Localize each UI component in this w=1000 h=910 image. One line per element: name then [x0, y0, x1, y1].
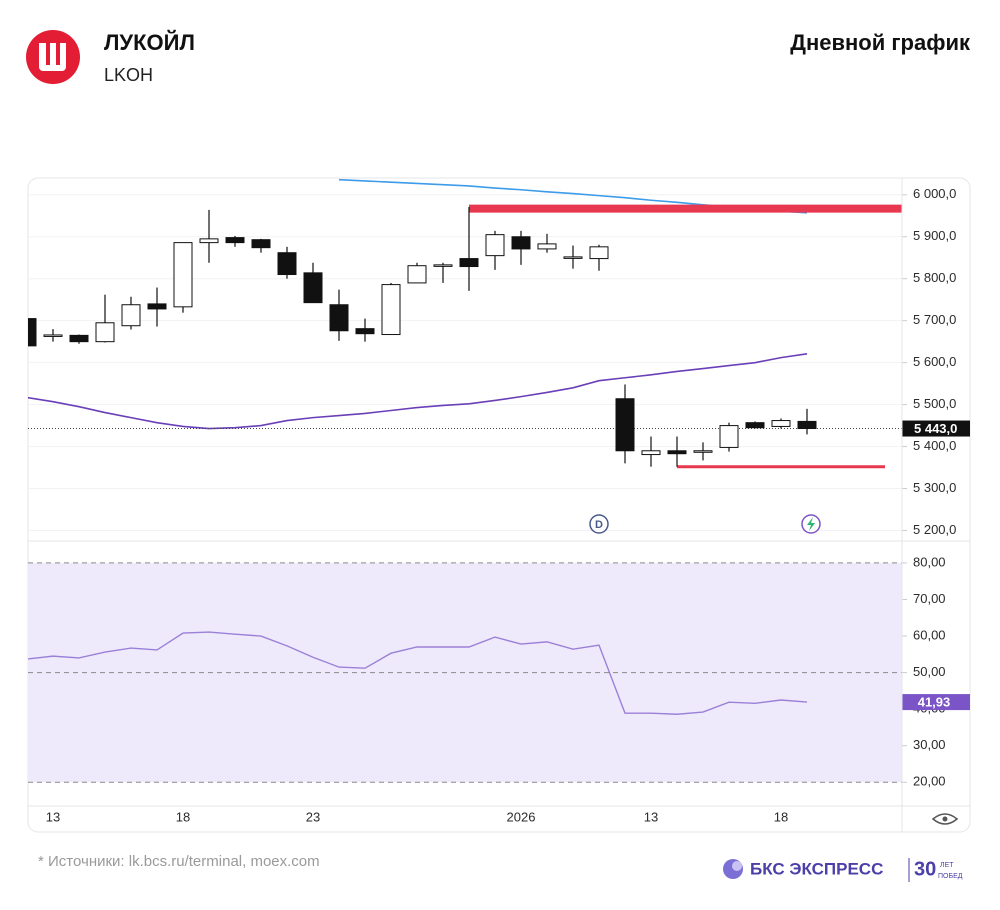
y-tick-label: 20,00	[913, 774, 946, 789]
plot-area: D	[28, 178, 902, 783]
source-note: * Источники: lk.bcs.ru/terminal, moex.co…	[38, 853, 320, 870]
candle-body	[771, 420, 791, 427]
candle-body	[745, 422, 765, 429]
y-tick-label: 6 000,0	[913, 186, 956, 201]
backgrounds	[28, 194, 902, 783]
last-price-label: 5 443,0	[914, 421, 957, 436]
axes: 6 000,0 5 900,0 5 800,0 5 700,0 5 600,0 5 500…	[46, 186, 970, 824]
x-tick-label: 13	[46, 809, 60, 824]
y-tick-label: 5 700,0	[913, 312, 956, 327]
badge-top: ЛЕТ	[940, 862, 954, 869]
rsi-value-badge	[902, 694, 970, 711]
candle-body	[355, 328, 375, 335]
dividend-event	[589, 514, 609, 534]
moving-average	[28, 353, 808, 430]
x-tick-label: 2026	[507, 809, 536, 824]
y-tick-label: 5 400,0	[913, 438, 956, 453]
candle-body	[69, 334, 89, 343]
ticker: LKOH	[104, 65, 153, 85]
y-tick-label: 60,00	[913, 627, 946, 642]
candle-body	[173, 242, 193, 308]
candle-body	[719, 425, 739, 448]
y-tick-label: 70,00	[913, 591, 946, 606]
y-tick-label: 5 600,0	[913, 354, 956, 369]
candle-body	[329, 304, 349, 332]
period-title: Дневной график	[790, 30, 971, 55]
y-tick-label: 30,00	[913, 737, 946, 752]
y-tick-label: 5 200,0	[913, 522, 956, 537]
brand-logo	[723, 859, 743, 879]
candle-body	[407, 265, 427, 284]
candle-body	[589, 246, 609, 260]
logo	[26, 30, 80, 84]
candle-body	[147, 303, 167, 310]
candle-body	[615, 398, 635, 452]
candle-body	[563, 256, 583, 259]
candle-body	[277, 252, 297, 276]
candle-body	[641, 450, 661, 456]
company-name: ЛУКОЙЛ	[104, 30, 195, 55]
candle-body	[797, 420, 817, 430]
candle-body	[693, 450, 713, 453]
last-price-badge	[902, 420, 970, 437]
candle-body	[433, 264, 453, 267]
rsi-value-label: 41,93	[918, 695, 951, 710]
x-tick-label: 18	[176, 809, 190, 824]
candle-body	[667, 450, 687, 455]
y-tick-label: 5 300,0	[913, 480, 956, 495]
candle-body	[199, 238, 219, 244]
candle-body	[225, 237, 245, 244]
y-tick-label: 5 900,0	[913, 228, 956, 243]
candle-body	[251, 239, 271, 249]
y-tick-label: 50,00	[913, 664, 946, 679]
visibility-toggle[interactable]	[931, 813, 959, 825]
candle-body	[121, 304, 141, 327]
x-tick-label: 23	[306, 809, 320, 824]
badge-bottom: ПОБЕД	[938, 873, 963, 880]
x-tick-label: 18	[774, 809, 788, 824]
event-label: D	[595, 519, 603, 531]
candle-body	[459, 258, 479, 268]
candle-body	[95, 322, 115, 343]
lightning-event	[801, 514, 821, 534]
rsi-line	[28, 631, 808, 715]
brand: БКС ЭКСПРЕСС	[750, 859, 883, 878]
y-tick-label: 5 800,0	[913, 270, 956, 285]
candle-body	[485, 234, 505, 257]
y-tick-label: 80,00	[913, 554, 946, 569]
y-tick-label: 5 500,0	[913, 396, 956, 411]
x-tick-label: 13	[644, 809, 658, 824]
candle-body	[511, 236, 531, 250]
badge-number: 30	[914, 858, 936, 880]
candle-body	[381, 284, 401, 336]
candle-body	[537, 243, 557, 250]
candle-body	[303, 272, 323, 304]
candle-body	[28, 318, 37, 347]
candle-body	[43, 334, 63, 337]
